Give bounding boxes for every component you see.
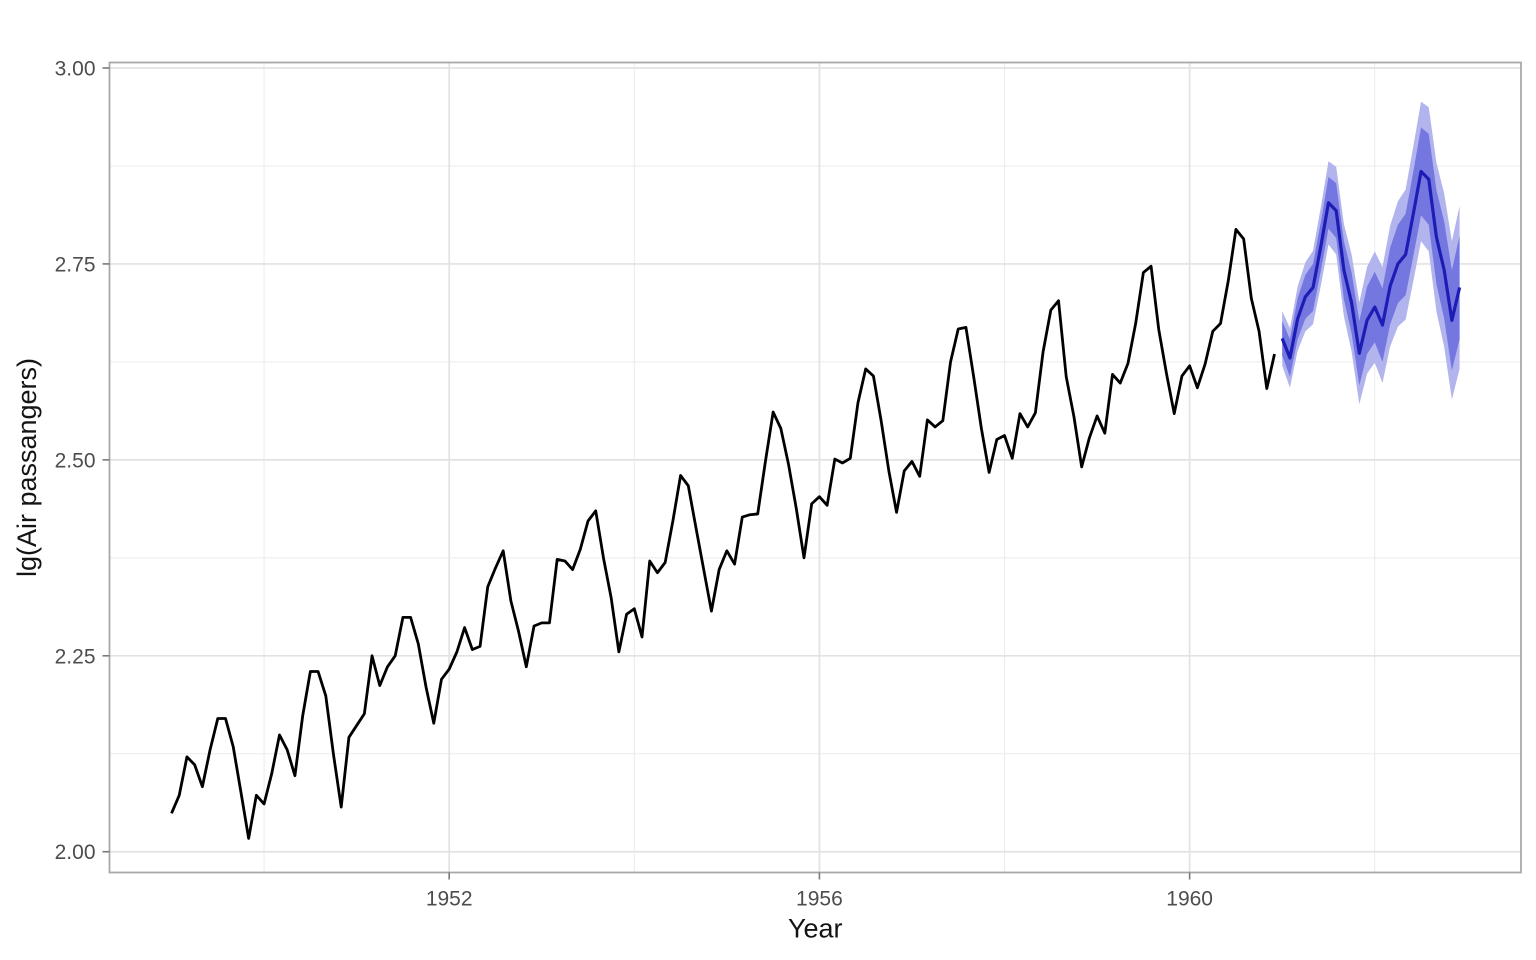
panel-border xyxy=(108,61,1522,874)
series-layer xyxy=(170,101,1462,840)
x-tick-label: 1960 xyxy=(1166,888,1213,911)
x-axis-title: Year xyxy=(788,914,843,944)
x-tick-label: 1956 xyxy=(796,888,843,911)
observed-line xyxy=(170,228,1276,840)
y-tick-label: 2.00 xyxy=(55,841,96,864)
forecast-mean-line xyxy=(1280,169,1462,360)
ribbon-ci-80 xyxy=(1282,127,1460,386)
x-tick-label: 1952 xyxy=(426,888,473,911)
y-tick-label: 2.25 xyxy=(55,645,96,668)
axes: 2.00 2.25 2.50 2.75 3.00 1952 1956 1960 xyxy=(55,57,1213,910)
gridlines xyxy=(109,62,1521,873)
y-tick-label: 2.75 xyxy=(55,253,96,276)
y-axis-title: lg(Air passangers) xyxy=(12,358,42,577)
y-tick-label: 2.50 xyxy=(55,449,96,472)
y-tick-label: 3.00 xyxy=(55,57,96,80)
